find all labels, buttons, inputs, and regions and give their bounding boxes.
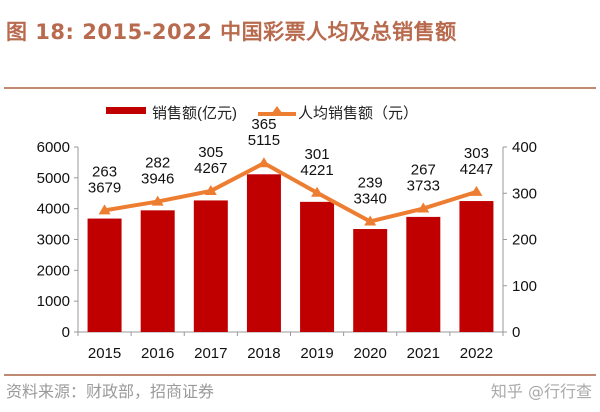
source-note: 资料来源：财政部，招商证券 <box>6 382 215 401</box>
line-data-label: 305 <box>198 144 223 161</box>
line-point-2017 <box>204 184 217 195</box>
left-tick-label: 4000 <box>37 201 70 218</box>
line-point-2022 <box>470 185 483 196</box>
bar-data-label: 4267 <box>194 160 227 177</box>
left-tick-label: 0 <box>62 324 70 341</box>
line-point-2015 <box>98 204 111 215</box>
bar-data-label: 3340 <box>354 190 387 207</box>
line-point-2018 <box>257 157 270 168</box>
line-data-label: 365 <box>251 116 276 133</box>
legend-bar-label: 销售额(亿元) <box>152 105 237 122</box>
bar-data-label: 3946 <box>141 171 174 188</box>
top-divider <box>4 87 596 89</box>
right-tick-label: 200 <box>512 232 537 249</box>
chart: 销售额(亿元) 人均销售额（元）0100020003000400050006000… <box>37 105 537 362</box>
right-tick-label: 0 <box>512 324 520 341</box>
x-tick-label: 2015 <box>88 345 121 362</box>
line-data-label: 301 <box>305 146 330 163</box>
bar-data-label: 4221 <box>300 162 333 179</box>
line-data-label: 239 <box>358 174 383 191</box>
line-data-label: 263 <box>92 163 117 180</box>
legend-line-label: 人均销售额（元） <box>298 105 418 122</box>
credit: 知乎 @行行查 <box>490 382 592 401</box>
line-data-label: 282 <box>145 155 170 172</box>
line-series <box>104 160 478 224</box>
legend-line-marker <box>272 106 282 113</box>
bar-data-label: 4247 <box>460 161 493 178</box>
right-tick-label: 100 <box>512 278 537 295</box>
x-tick-label: 2018 <box>247 345 280 362</box>
bar-2019 <box>300 201 335 332</box>
x-tick-label: 2021 <box>407 345 440 362</box>
line-point-2016 <box>151 195 164 206</box>
bottom-divider <box>4 374 596 376</box>
bar-data-label: 3679 <box>88 179 121 196</box>
legend-bar-swatch <box>106 107 146 114</box>
bar-2020 <box>353 229 388 332</box>
bar-data-label: 3733 <box>407 178 440 195</box>
line-data-label: 267 <box>411 162 436 179</box>
bar-2018 <box>246 174 281 332</box>
left-tick-label: 1000 <box>37 293 70 310</box>
bar-2017 <box>193 200 228 332</box>
x-tick-label: 2019 <box>300 345 333 362</box>
right-tick-label: 400 <box>512 139 537 156</box>
bar-2015 <box>87 218 122 332</box>
x-tick-label: 2016 <box>141 345 174 362</box>
x-tick-label: 2017 <box>194 345 227 362</box>
left-tick-label: 3000 <box>37 232 70 249</box>
right-tick-label: 300 <box>512 185 537 202</box>
bar-2021 <box>406 216 441 332</box>
line-point-2019 <box>311 186 324 197</box>
line-data-label: 303 <box>464 145 489 162</box>
bar-2016 <box>140 210 175 332</box>
x-tick-label: 2020 <box>354 345 387 362</box>
left-tick-label: 5000 <box>37 170 70 187</box>
bar-data-label: 5115 <box>248 132 280 149</box>
x-tick-label: 2022 <box>460 345 493 362</box>
left-tick-label: 2000 <box>37 262 70 279</box>
line-point-2021 <box>417 202 430 213</box>
bar-2022 <box>459 201 494 332</box>
chart-title: 图 18: 2015-2022 中国彩票人均及总销售额 <box>6 20 457 44</box>
line-point-2020 <box>364 215 377 226</box>
left-tick-label: 6000 <box>37 139 70 156</box>
